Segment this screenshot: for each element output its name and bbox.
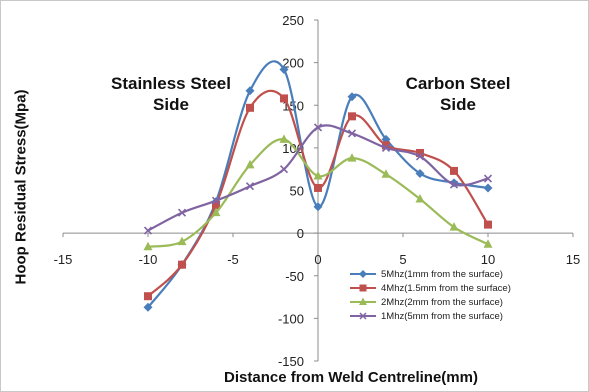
data-point-series-1 bbox=[245, 86, 255, 96]
data-point-series-4 bbox=[415, 152, 425, 161]
data-point-series-4 bbox=[449, 180, 459, 189]
data-point-series-2 bbox=[348, 112, 356, 121]
legend-item-1: 5Mhz(1mm from the surface) bbox=[349, 267, 554, 281]
stainless-steel-line-2: Side bbox=[153, 95, 189, 114]
data-point-series-1 bbox=[279, 64, 289, 74]
legend-swatch-2 bbox=[350, 284, 376, 292]
y-tick-label: 250 bbox=[282, 13, 304, 28]
y-axis-label: Hoop Residual Stress(Mpa) bbox=[12, 89, 30, 285]
data-point-series-3 bbox=[245, 159, 255, 169]
data-point-series-4 bbox=[313, 123, 323, 132]
x-tick-label: 5 bbox=[399, 252, 406, 267]
y-tick-label: -100 bbox=[278, 311, 304, 326]
y-tick-label: -50 bbox=[285, 269, 304, 284]
legend-item-4: 1Mhz(5mm from the surface) bbox=[349, 309, 554, 323]
legend-label-3: 2Mhz(2mm from the surface) bbox=[381, 296, 503, 308]
data-point-series-3 bbox=[381, 169, 391, 178]
data-point-series-3 bbox=[279, 134, 289, 143]
x-tick-label: -5 bbox=[227, 252, 239, 267]
data-point-series-4 bbox=[245, 182, 255, 191]
legend-item-2: 4Mhz(1.5mm from the surface) bbox=[349, 281, 554, 295]
data-point-series-1 bbox=[143, 302, 153, 312]
x-tick-label: 0 bbox=[314, 252, 321, 267]
data-point-series-2 bbox=[144, 292, 152, 301]
y-tick-label: 50 bbox=[290, 184, 304, 199]
data-point-series-2 bbox=[484, 220, 492, 229]
y-tick-label: 0 bbox=[297, 226, 304, 241]
legend-label-1: 5Mhz(1mm from the surface) bbox=[381, 268, 503, 280]
legend-label-2: 4Mhz(1.5mm from the surface) bbox=[381, 282, 511, 294]
data-point-series-3 bbox=[177, 236, 187, 246]
data-point-series-2 bbox=[212, 200, 220, 209]
data-point-series-2 bbox=[416, 148, 424, 157]
x-tick-label: 15 bbox=[566, 252, 580, 267]
data-point-series-3 bbox=[313, 171, 323, 180]
legend-item-3: 2Mhz(2mm from the surface) bbox=[349, 295, 554, 309]
data-point-series-2 bbox=[178, 260, 186, 269]
x-axis-label: Distance from Weld Centreline(mm) bbox=[224, 369, 478, 386]
carbon-steel-side-label: Carbon Steel Side bbox=[393, 73, 523, 115]
carbon-steel-line-1: Carbon Steel bbox=[405, 74, 511, 93]
legend-swatch-1 bbox=[350, 270, 376, 278]
data-point-series-1 bbox=[347, 92, 357, 102]
data-point-series-4 bbox=[177, 208, 187, 217]
stainless-steel-side-label: Stainless Steel Side bbox=[96, 73, 246, 115]
data-point-series-4 bbox=[143, 226, 153, 235]
x-tick-label: -15 bbox=[54, 252, 73, 267]
data-point-series-2 bbox=[246, 103, 254, 112]
data-point-series-2 bbox=[450, 166, 458, 175]
data-point-series-2 bbox=[280, 94, 288, 103]
data-point-series-2 bbox=[382, 141, 390, 150]
legend: 5Mhz(1mm from the surface) 4Mhz(1.5mm fro… bbox=[349, 267, 554, 323]
stainless-steel-line-1: Stainless Steel bbox=[110, 74, 231, 93]
data-point-series-2 bbox=[314, 183, 322, 192]
data-point-series-1 bbox=[415, 168, 425, 178]
carbon-steel-line-2: Side bbox=[440, 95, 476, 114]
legend-swatch-4 bbox=[350, 312, 376, 320]
data-point-series-3 bbox=[483, 239, 493, 248]
data-point-series-4 bbox=[381, 143, 391, 152]
data-point-series-3 bbox=[143, 241, 153, 251]
x-tick-label: 10 bbox=[481, 252, 495, 267]
y-tick-label: -150 bbox=[278, 354, 304, 369]
data-point-series-3 bbox=[211, 207, 221, 217]
legend-swatch-3 bbox=[350, 297, 376, 305]
data-point-series-4 bbox=[279, 165, 289, 174]
data-point-series-3 bbox=[449, 222, 459, 231]
data-point-series-4 bbox=[347, 129, 357, 138]
data-point-series-3 bbox=[415, 194, 425, 203]
data-point-series-4 bbox=[211, 196, 221, 205]
data-point-series-1 bbox=[313, 202, 323, 212]
data-point-series-1 bbox=[483, 183, 493, 193]
data-point-series-3 bbox=[347, 153, 357, 162]
x-tick-label: -10 bbox=[139, 252, 158, 267]
legend-label-4: 1Mhz(5mm from the surface) bbox=[381, 310, 503, 322]
y-tick-label: 200 bbox=[282, 56, 304, 71]
data-point-series-4 bbox=[483, 174, 493, 183]
